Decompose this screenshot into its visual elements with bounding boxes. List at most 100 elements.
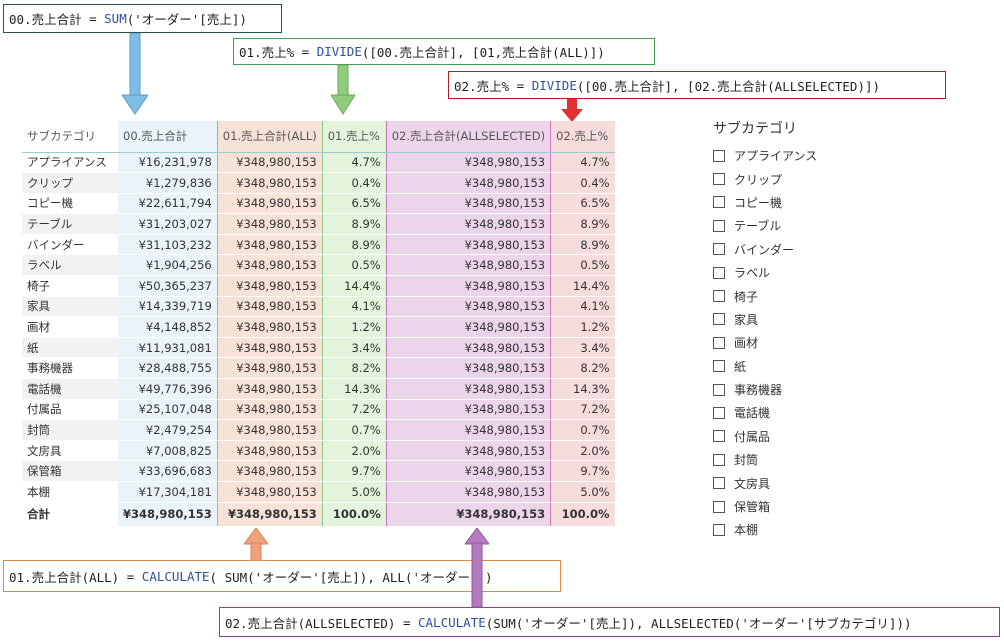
table-row[interactable]: 事務機器 ¥28,488,755 ¥348,980,153 8.2% ¥348,980,… (22, 357, 615, 380)
slicer-item[interactable]: コピー機 (713, 191, 817, 214)
slicer-item[interactable]: 電話機 (713, 401, 817, 424)
row-label-cell: 事務機器 (22, 357, 118, 380)
column-header-sales-total[interactable]: 00.売上合計 (118, 121, 218, 153)
table-row[interactable]: ラベル ¥1,904,256 ¥348,980,153 0.5% ¥348,980,15… (22, 254, 615, 277)
formula-sales-total: 00.売上合計 = SUM ('オーダー'[売上]) (3, 4, 282, 33)
formula-function: SUM (104, 11, 127, 26)
checkbox[interactable] (713, 477, 725, 490)
table-row[interactable]: 画材 ¥4,148,852 ¥348,980,153 1.2% ¥348,980,153… (22, 316, 615, 338)
checkbox[interactable] (713, 430, 725, 443)
table-cell: ¥348,980,153 (216, 316, 323, 338)
checkbox[interactable] (713, 500, 725, 513)
slicer-item-label: アプライアンス (734, 149, 818, 164)
formula-args: ([00.売上合計], [01,売上合計(ALL)]) (361, 45, 605, 60)
checkbox[interactable] (713, 219, 725, 232)
table-cell: 14.4% (550, 275, 615, 297)
table-row[interactable]: 椅子 ¥50,365,237 ¥348,980,153 14.4% ¥348,980,1… (22, 275, 615, 297)
slicer-item[interactable]: ラベル (713, 261, 817, 284)
column-header-sales-total-allselected[interactable]: 02.売上合計(ALLSELECTED) (385, 121, 551, 153)
sales-table: サブカテゴリ 00.売上合計 01.売上合計(ALL) 01.売上% 02.売上… (22, 121, 615, 527)
table-cell: 14.3% (550, 378, 615, 400)
table-cell: ¥348,980,153 (216, 234, 323, 256)
table-cell: 6.5% (550, 193, 615, 215)
formula-args: ([00.売上合計], [02.売上合計(ALLSELECTED)]) (576, 78, 881, 94)
arrow-down-green-icon (331, 65, 355, 115)
slicer-item[interactable]: 椅子 (713, 284, 817, 307)
table-row[interactable]: アプライアンス ¥16,231,978 ¥348,980,153 4.7% ¥348,9… (22, 152, 615, 174)
table-header-row: サブカテゴリ 00.売上合計 01.売上合計(ALL) 01.売上% 02.売上… (22, 121, 615, 153)
table-cell: ¥348,980,153 (385, 213, 551, 235)
slicer-item[interactable]: 事務機器 (713, 378, 817, 401)
table-cell: ¥348,980,153 (385, 234, 551, 256)
table-row[interactable]: 紙 ¥11,931,081 ¥348,980,153 3.4% ¥348,980,153… (22, 337, 615, 359)
table-row[interactable]: 電話機 ¥49,776,396 ¥348,980,153 14.3% ¥348,980,… (22, 378, 615, 400)
table-row[interactable]: クリップ ¥1,279,836 ¥348,980,153 0.4% ¥348,980,1… (22, 172, 615, 194)
table-cell: 4.7% (550, 152, 615, 174)
slicer-item-label: 事務機器 (734, 383, 783, 398)
table-cell: ¥25,107,048 (118, 399, 218, 421)
table-row[interactable]: 家具 ¥14,339,719 ¥348,980,153 4.1% ¥348,980,15… (22, 296, 615, 318)
column-header-sales-total-all[interactable]: 01.売上合計(ALL) (216, 121, 323, 153)
row-label-cell: ラベル (22, 254, 118, 277)
table-cell: ¥348,980,153 (385, 378, 551, 400)
checkbox[interactable] (713, 243, 725, 256)
table-row[interactable]: テーブル ¥31,203,027 ¥348,980,153 8.9% ¥348,980,… (22, 213, 615, 235)
table-cell: ¥348,980,153 (216, 460, 323, 482)
total-cell: 100.0% (321, 501, 387, 527)
slicer-item-label: 保管箱 (734, 500, 771, 515)
slicer-item[interactable]: バインダー (713, 238, 817, 261)
slicer-item[interactable]: 画材 (713, 331, 817, 354)
checkbox[interactable] (713, 313, 725, 326)
slicer-item[interactable]: 封筒 (713, 448, 817, 471)
column-header-sales-pct-2[interactable]: 02.売上% (550, 121, 615, 153)
table-cell: ¥1,904,256 (118, 254, 218, 277)
table-cell: ¥348,980,153 (385, 275, 551, 297)
checkbox[interactable] (713, 266, 725, 279)
formula-function: DIVIDE (531, 77, 577, 93)
slicer-item[interactable]: 付属品 (713, 425, 817, 448)
table-cell: ¥11,931,081 (118, 337, 218, 359)
checkbox[interactable] (713, 196, 725, 209)
checkbox[interactable] (713, 149, 725, 162)
formula-function: CALCULATE (141, 568, 210, 584)
column-header-sales-pct-1[interactable]: 01.売上% (321, 121, 387, 153)
slicer-item[interactable]: 本棚 (713, 518, 817, 541)
table-cell: ¥348,980,153 (216, 440, 323, 462)
slicer-item[interactable]: 家具 (713, 308, 817, 331)
slicer-item-label: バインダー (734, 242, 795, 257)
table-row[interactable]: 付属品 ¥25,107,048 ¥348,980,153 7.2% ¥348,980,1… (22, 399, 615, 421)
table-cell: 0.4% (321, 172, 387, 194)
row-label-cell: 家具 (22, 296, 118, 318)
slicer-item-label: 本棚 (734, 523, 759, 538)
table-row[interactable]: 文房具 ¥7,008,825 ¥348,980,153 2.0% ¥348,980,15… (22, 440, 615, 462)
table-row[interactable]: 封筒 ¥2,479,254 ¥348,980,153 0.7% ¥348,980,153… (22, 419, 615, 441)
slicer-item[interactable]: 文房具 (713, 471, 817, 494)
formula-args: ('オーダー'[売上]) (126, 12, 247, 27)
table-cell: 5.0% (321, 481, 387, 503)
table-row[interactable]: バインダー ¥31,103,232 ¥348,980,153 8.9% ¥348,980… (22, 234, 615, 256)
table-row[interactable]: 本棚 ¥17,304,181 ¥348,980,153 5.0% ¥348,980,15… (22, 481, 615, 503)
table-cell: 0.5% (321, 254, 387, 277)
table-cell: ¥348,980,153 (385, 172, 551, 194)
table-cell: ¥14,339,719 (118, 296, 218, 318)
formula-sales-total-allselected: 02.売上合計(ALLSELECTED) = CALCULATE (SUM('オー… (219, 607, 1000, 637)
slicer-item[interactable]: 紙 (713, 355, 817, 378)
checkbox[interactable] (713, 360, 725, 373)
checkbox[interactable] (713, 406, 725, 419)
row-label-cell: クリップ (22, 172, 118, 194)
checkbox[interactable] (713, 336, 725, 349)
table-cell: 14.4% (321, 275, 387, 297)
column-header-subcategory[interactable]: サブカテゴリ (22, 121, 118, 153)
checkbox[interactable] (713, 383, 725, 396)
table-row[interactable]: 保管箱 ¥33,696,683 ¥348,980,153 9.7% ¥348,980,1… (22, 460, 615, 482)
checkbox[interactable] (713, 290, 725, 303)
slicer-item[interactable]: テーブル (713, 214, 817, 237)
table-cell: ¥1,279,836 (118, 172, 218, 194)
table-row[interactable]: コピー機 ¥22,611,794 ¥348,980,153 6.5% ¥348,980,… (22, 193, 615, 215)
checkbox[interactable] (713, 523, 725, 536)
checkbox[interactable] (713, 173, 725, 186)
slicer-item[interactable]: 保管箱 (713, 495, 817, 518)
checkbox[interactable] (713, 453, 725, 466)
slicer-item[interactable]: クリップ (713, 167, 817, 190)
slicer-item[interactable]: アプライアンス (713, 144, 817, 167)
